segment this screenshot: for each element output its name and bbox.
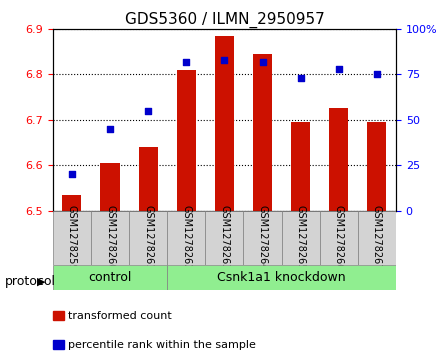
Text: GSM1278259: GSM1278259 bbox=[67, 205, 77, 270]
Text: GSM1278261: GSM1278261 bbox=[143, 205, 153, 270]
Point bbox=[68, 171, 75, 177]
FancyBboxPatch shape bbox=[358, 211, 396, 265]
FancyBboxPatch shape bbox=[282, 211, 320, 265]
FancyBboxPatch shape bbox=[129, 211, 167, 265]
FancyBboxPatch shape bbox=[167, 265, 396, 290]
FancyBboxPatch shape bbox=[320, 211, 358, 265]
Text: control: control bbox=[88, 271, 132, 284]
Point bbox=[297, 75, 304, 81]
Text: protocol: protocol bbox=[4, 275, 55, 288]
Point bbox=[374, 72, 381, 77]
Bar bbox=[367, 122, 386, 211]
Point bbox=[221, 57, 228, 63]
Point bbox=[259, 59, 266, 65]
Text: GSM1278266: GSM1278266 bbox=[334, 205, 344, 270]
Bar bbox=[215, 36, 234, 211]
FancyBboxPatch shape bbox=[53, 265, 167, 290]
Text: GSM1278267: GSM1278267 bbox=[372, 205, 382, 270]
Text: GSM1278265: GSM1278265 bbox=[296, 205, 306, 270]
Bar bbox=[329, 109, 348, 211]
Point bbox=[106, 126, 114, 132]
Text: transformed count: transformed count bbox=[68, 311, 172, 321]
Bar bbox=[177, 70, 196, 211]
Bar bbox=[291, 122, 310, 211]
Point bbox=[335, 66, 342, 72]
FancyBboxPatch shape bbox=[205, 211, 243, 265]
FancyBboxPatch shape bbox=[91, 211, 129, 265]
Text: ▶: ▶ bbox=[37, 276, 46, 286]
Text: GSM1278260: GSM1278260 bbox=[105, 205, 115, 270]
Text: GSM1278263: GSM1278263 bbox=[220, 205, 229, 270]
Bar bbox=[253, 54, 272, 211]
FancyBboxPatch shape bbox=[243, 211, 282, 265]
FancyBboxPatch shape bbox=[53, 211, 91, 265]
Text: Csnk1a1 knockdown: Csnk1a1 knockdown bbox=[217, 271, 346, 284]
Bar bbox=[139, 147, 158, 211]
Bar bbox=[62, 195, 81, 211]
Point bbox=[145, 108, 152, 114]
Title: GDS5360 / ILMN_2950957: GDS5360 / ILMN_2950957 bbox=[125, 12, 324, 28]
Point bbox=[183, 59, 190, 65]
Bar bbox=[100, 163, 120, 211]
Text: percentile rank within the sample: percentile rank within the sample bbox=[68, 340, 256, 350]
Text: GSM1278262: GSM1278262 bbox=[181, 205, 191, 270]
FancyBboxPatch shape bbox=[167, 211, 205, 265]
Text: GSM1278264: GSM1278264 bbox=[257, 205, 268, 270]
